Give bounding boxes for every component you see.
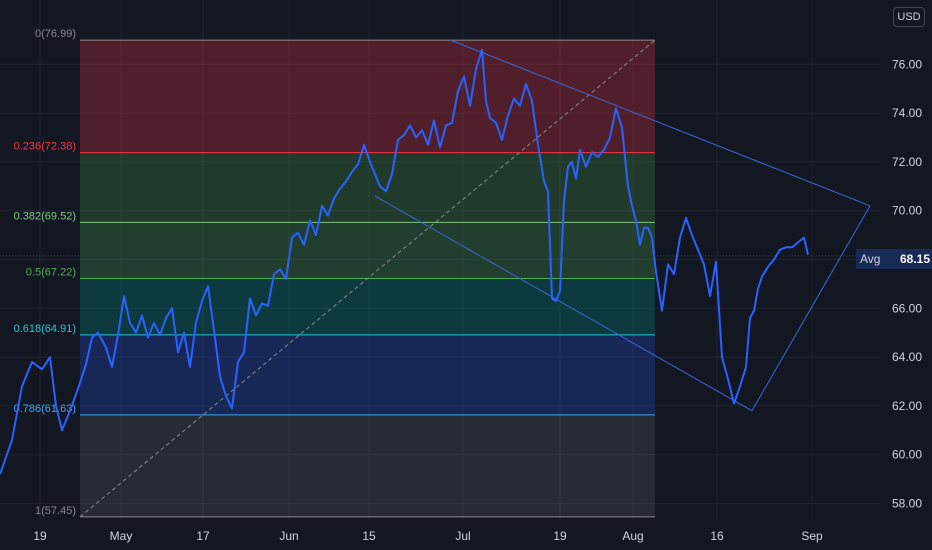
fib-level-label: 0.618(64.91)	[14, 323, 76, 335]
time-axis: 19 May 17 Jun 15 Jul 19 Aug 16 Sep	[33, 529, 823, 543]
x-tick-label: 15	[362, 529, 376, 543]
fib-trend-line	[79, 39, 656, 518]
y-tick-label: 60.00	[892, 448, 922, 462]
x-tick-label: Jun	[279, 529, 298, 543]
fib-zone	[80, 222, 655, 279]
x-tick-label: May	[110, 529, 133, 543]
y-tick-label: 64.00	[892, 350, 922, 364]
channel-upper-line	[449, 39, 871, 207]
currency-button[interactable]: USD	[893, 7, 925, 27]
x-tick-label: 19	[553, 529, 567, 543]
x-tick-label: Aug	[622, 529, 643, 543]
fib-level-label: 0(76.99)	[35, 28, 76, 40]
avg-label: Avg	[860, 252, 881, 266]
fib-level-label: 0.786(61.63)	[14, 403, 76, 415]
fib-level-label: 0.236(72.38)	[14, 141, 76, 153]
x-tick-label: Sep	[801, 529, 823, 543]
x-tick-label: 16	[710, 529, 724, 543]
price-series	[0, 48, 880, 475]
y-tick-label: 66.00	[892, 301, 922, 315]
trend-channel	[374, 39, 871, 412]
y-tick-label: 74.00	[892, 106, 922, 120]
x-tick-label: 17	[196, 529, 210, 543]
y-tick-label: 70.00	[892, 204, 922, 218]
y-tick-label: 58.00	[892, 497, 922, 511]
fib-zone	[80, 40, 655, 153]
y-tick-label: 76.00	[892, 57, 922, 71]
x-tick-label: 19	[33, 529, 47, 543]
avg-price-badge: Avg 68.15	[856, 249, 932, 269]
fib-level-label: 0.5(67.22)	[26, 267, 76, 279]
x-tick-label: Jul	[455, 529, 470, 543]
channel-lower-line	[374, 195, 753, 412]
fib-level-label: 1(57.45)	[35, 505, 76, 517]
fib-zone	[80, 414, 655, 517]
price-axis: 58.0060.0062.0064.0066.0068.0070.0072.00…	[892, 57, 922, 510]
fib-retracement: 0(76.99) 0.236(72.38) 0.382(69.52) 0.5(67.2…	[14, 28, 656, 518]
y-tick-label: 62.00	[892, 399, 922, 413]
fib-level-label: 0.382(69.52)	[14, 210, 76, 222]
fib-zone	[80, 152, 655, 223]
y-tick-label: 72.00	[892, 155, 922, 169]
avg-value: 68.15	[900, 252, 931, 266]
price-line	[0, 48, 809, 475]
channel-right-line	[751, 205, 871, 412]
fib-zone	[80, 334, 655, 415]
